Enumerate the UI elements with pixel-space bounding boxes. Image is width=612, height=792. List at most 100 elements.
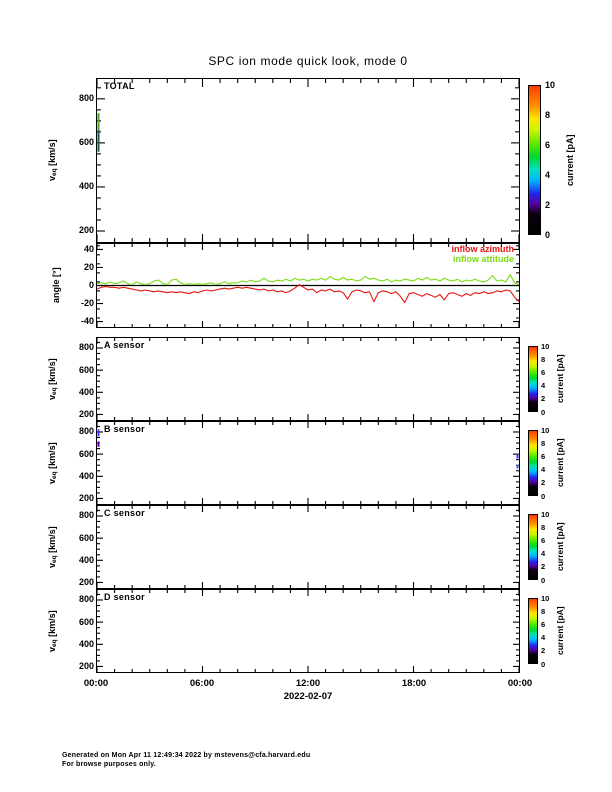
y-tick-label: 400: [78, 470, 94, 481]
y-tick-label: 0: [88, 280, 94, 290]
colorbar-b: 0 2 4 6 8 10: [528, 426, 564, 501]
plot-title: SPC ion mode quick look, mode 0: [208, 54, 408, 68]
y-axis-title-b: veq [km/s]: [47, 442, 58, 484]
edge-artifact: [97, 441, 100, 447]
colorbar-tick-label: 0: [545, 229, 551, 240]
colorbar-c: 0 2 4 6 8 10: [528, 510, 564, 585]
colorbar-tick-label: 6: [541, 451, 546, 461]
edge-artifact: [516, 454, 519, 459]
y-tick-label: 800: [78, 342, 94, 353]
legend-attitude: inflow attitude: [453, 253, 514, 264]
y-tick-label: 40: [83, 243, 94, 254]
panel-a-sensor: A sensor 200 400 600 800: [79, 337, 520, 421]
colorbar-tick-label: 10: [541, 341, 550, 351]
y-tick-label: 20: [83, 261, 94, 272]
x-tick-0000-right: 00:00: [507, 678, 533, 689]
colorbar-tick-label: 0: [541, 659, 546, 669]
colorbar-a-unit: current [pA]: [555, 354, 565, 404]
y-tick-label: 800: [78, 426, 94, 437]
colorbar-gradient: [528, 85, 541, 235]
y-title-v: v: [47, 176, 57, 182]
colorbar-tick-label: 8: [545, 109, 551, 120]
colorbar-d: 0 2 4 6 8 10: [528, 594, 564, 669]
footer-generated-line: Generated on Mon Apr 11 12:49:34 2022 by…: [62, 752, 311, 759]
date-label: 2022-02-07: [283, 691, 333, 702]
series-inflow-attitude: [97, 274, 519, 286]
y-tick-label: 200: [78, 408, 94, 419]
y-tick-label: 600: [78, 532, 94, 543]
y-axis-title-angle: angle [°]: [51, 267, 61, 304]
edge-artifact: [516, 464, 519, 469]
colorbar-tick-label: 10: [541, 425, 550, 435]
y-tick-label: 600: [78, 364, 94, 375]
colorbar-tick-label: 8: [541, 606, 546, 616]
colorbar-d-unit: current [pA]: [555, 606, 565, 656]
colorbar-c-unit: current [pA]: [555, 522, 565, 572]
y-tick-label: 800: [78, 510, 94, 521]
colorbar-tick-label: 4: [545, 169, 551, 180]
panel-b-label: B sensor: [104, 424, 145, 434]
footer: Generated on Mon Apr 11 12:49:34 2022 by…: [62, 751, 310, 769]
colorbar-tick-label: 8: [541, 354, 546, 364]
colorbar-tick-label: 4: [541, 633, 546, 643]
colorbar-tick-label: 0: [541, 491, 546, 501]
colorbar-tick-label: 8: [541, 522, 546, 532]
colorbar-tick-label: 6: [545, 139, 551, 150]
colorbar-gradient: [528, 514, 538, 580]
panel-total: TOTAL 200 400 600 800: [79, 78, 520, 243]
x-tick-0600: 06:00: [189, 678, 215, 689]
y-tick-label: 600: [78, 137, 94, 148]
colorbar-a: 0 2 4 6 8 10: [528, 342, 564, 417]
y-title-sub: eq: [50, 168, 58, 177]
panel-c-sensor: C sensor 200 400 600 800: [79, 505, 520, 589]
panel-a-label: A sensor: [104, 340, 145, 350]
colorbar-tick-label: 0: [541, 407, 546, 417]
y-axis-title-c: veq [km/s]: [47, 526, 58, 568]
edge-artifact: [97, 429, 100, 437]
x-tick-0000-left: 00:00: [83, 678, 109, 689]
colorbar-gradient: [528, 430, 538, 496]
colorbar-tick-label: 2: [541, 394, 546, 404]
y-tick-label: 800: [78, 93, 94, 104]
panel-c-label: C sensor: [104, 508, 145, 518]
colorbar-tick-label: 0: [541, 575, 546, 585]
panel-d-sensor: D sensor 200 400 600 800: [79, 589, 520, 673]
colorbar-tick-label: 4: [541, 465, 546, 475]
panel-b-sensor: B sensor 200 400 600 800: [79, 421, 520, 505]
y-axis-title-total: veq [km/s]: [44, 78, 60, 243]
colorbar-b-unit: current [pA]: [555, 438, 565, 488]
colorbar-tick-label: 10: [541, 593, 550, 603]
colorbar-tick-label: 2: [541, 478, 546, 488]
y-axis-title-a: veq [km/s]: [47, 358, 58, 400]
x-tick-1200: 12:00: [295, 678, 321, 689]
y-tick-label: 200: [78, 492, 94, 503]
colorbar-tick-label: 2: [541, 562, 546, 572]
panel-total-label: TOTAL: [104, 81, 135, 91]
y-tick-label: 200: [78, 660, 94, 671]
y-tick-label: 400: [78, 386, 94, 397]
colorbar-tick-label: 4: [541, 549, 546, 559]
y-tick-label: 400: [78, 181, 94, 192]
panel-d-label: D sensor: [104, 592, 145, 602]
colorbar-gradient: [528, 346, 538, 412]
y-tick-label: 600: [78, 616, 94, 627]
y-tick-label: -40: [80, 316, 94, 327]
angle-legend: inflow azimuth inflow attitude: [451, 244, 515, 264]
legend-azimuth: inflow azimuth: [451, 244, 515, 254]
colorbar-tick-label: 6: [541, 619, 546, 629]
colorbar-tick-label: 10: [541, 509, 550, 519]
colorbar-tick-label: 2: [545, 199, 551, 210]
edge-artifact: [97, 113, 100, 130]
y-tick-label: 600: [78, 448, 94, 459]
y-tick-label: 400: [78, 638, 94, 649]
y-axis-title-d: veq [km/s]: [47, 610, 58, 652]
y-title-unit: [km/s]: [47, 139, 57, 169]
colorbar-tick-label: 6: [541, 535, 546, 545]
colorbar-tick-label: 4: [541, 381, 546, 391]
panel-angle: inflow azimuth inflow attitude -40 -20 0 20…: [81, 243, 520, 328]
footer-browse-line: For browse purposes only.: [62, 761, 156, 768]
y-tick-label: 200: [78, 225, 94, 236]
colorbar-total-unit: current [pA]: [565, 134, 575, 186]
edge-artifact: [97, 129, 100, 152]
